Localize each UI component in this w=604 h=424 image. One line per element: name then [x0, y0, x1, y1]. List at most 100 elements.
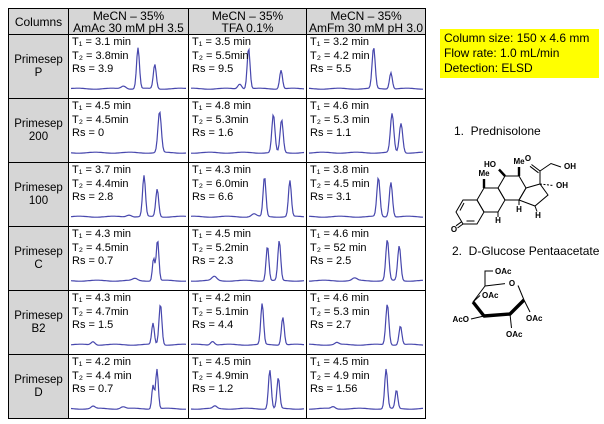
row-label-primesep-d: Primesep D [8, 354, 69, 419]
retention-line: T₂ = 5.3 min [310, 113, 370, 126]
chromatogram-trace [70, 304, 187, 346]
retention-line: Rs = 2.5 [310, 255, 352, 267]
table-row: Primesep C T₁ = 4.3 min T₂ = 4.5min Rs = 0.… [8, 226, 426, 291]
retention-data: T₁ = 4.6 min T₂ = 5.3 min Rs = 1.1 [310, 100, 370, 141]
condition-header-amac: MeCN – 35% AmAc 30 mM pH 3.5 [68, 8, 189, 35]
atom-label: HO [484, 160, 496, 169]
chromatogram-cell: T₁ = 4.5 min T₂ = 5.2min Rs = 2.3 [188, 226, 307, 291]
retention-data: T₁ = 3.1 min T₂ = 3.8min Rs = 3.9 [72, 36, 131, 77]
chromatogram-trace [308, 240, 423, 282]
chromatogram-cell: T₁ = 4.6 min T₂ = 5.3 min Rs = 2.7 [306, 290, 426, 355]
retention-line: Rs = 3.1 [310, 191, 352, 203]
row-label-text: Primesep C [14, 245, 63, 271]
chromatogram-trace [309, 368, 423, 410]
atom-label: OAc [482, 291, 499, 300]
retention-line: T₂ = 4.7min [72, 305, 129, 318]
condition-line1: MeCN – 35% [211, 8, 284, 23]
retention-line: Rs = 4.4 [192, 319, 234, 331]
retention-line: T₁ = 4.5 min [192, 228, 252, 240]
retention-data: T₁ = 4.3 min T₂ = 4.5min Rs = 0.7 [72, 228, 131, 269]
atom-label: O [525, 154, 531, 163]
table-row: Primesep B2 T₁ = 4.3 min T₂ = 4.7min Rs = 1… [8, 290, 426, 355]
retention-line: T₁ = 4.6 min [310, 292, 370, 304]
retention-data: T₁ = 3.2 min T₂ = 4.2 min Rs = 5.5 [310, 36, 370, 77]
chromatogram-trace [309, 176, 424, 218]
condition-line2: AmFm 30 mM pH 3.0 [308, 20, 424, 35]
retention-line: T₁ = 4.2 min [192, 292, 252, 304]
retention-line: T₁ = 3.7 min [72, 164, 132, 176]
corner-header-label: Columns [14, 14, 63, 29]
table-row: Primesep 100 T₁ = 3.7 min T₂ = 4.4min Rs = … [8, 162, 426, 227]
chromatogram-cell: T₁ = 4.6 min T₂ = 52 min Rs = 2.5 [306, 226, 426, 291]
chromatogram-cell: T₁ = 4.2 min T₂ = 5.1min Rs = 4.4 [188, 290, 307, 355]
retention-line: T₂ = 4.9min [192, 369, 249, 382]
atom-label: OH [556, 181, 568, 190]
chromatogram-trace [308, 113, 423, 154]
chromatogram-trace [190, 178, 305, 218]
retention-data: T₁ = 3.7 min T₂ = 4.4min Rs = 2.8 [72, 164, 131, 205]
retention-line: Rs = 6.6 [192, 191, 234, 203]
atom-label: OAc [506, 330, 523, 339]
retention-line: T₂ = 4.9 min [310, 369, 370, 382]
retention-line: T₁ = 3.8 min [310, 164, 370, 176]
retention-line: T₁ = 4.2 min [72, 356, 132, 368]
retention-data: T₁ = 4.5 min T₂ = 5.2min Rs = 2.3 [192, 228, 251, 269]
chromatogram-trace [70, 47, 186, 90]
chromatogram-trace [309, 304, 424, 346]
atom-label: H [495, 216, 501, 225]
retention-line: T₂ = 4.5min [72, 241, 129, 254]
condition-line2: TFA 0.1% [221, 20, 274, 35]
atom-label: Me [513, 157, 525, 166]
row-label-primesep-200: Primesep 200 [8, 98, 69, 163]
retention-line: Rs = 1.1 [310, 127, 352, 139]
chromatogram-cell: T₁ = 3.5 min T₂ = 5.5min Rs = 9.5 [188, 34, 307, 99]
retention-line: T₁ = 4.5 min [192, 356, 252, 368]
retention-data: T₁ = 4.6 min T₂ = 52 min Rs = 2.5 [310, 228, 369, 269]
retention-line: T₁ = 4.6 min [310, 100, 370, 112]
retention-line: T₂ = 4.5 min [310, 177, 370, 190]
retention-line: T₁ = 3.2 min [310, 36, 370, 48]
chromatogram-trace [190, 370, 305, 410]
chromatogram-cell: T₁ = 4.3 min T₂ = 4.7min Rs = 1.5 [68, 290, 189, 355]
header-row: Columns MeCN – 35% AmAc 30 mM pH 3.5 MeC… [8, 8, 426, 35]
retention-line: T₁ = 3.1 min [72, 36, 132, 48]
retention-data: T₁ = 3.5 min T₂ = 5.5min Rs = 9.5 [192, 36, 251, 77]
retention-line: Rs = 5.5 [310, 63, 352, 75]
glucose-bonds [470, 270, 531, 329]
retention-data: T₁ = 4.3 min T₂ = 4.7min Rs = 1.5 [72, 292, 131, 333]
row-label-text: Primesep B2 [14, 309, 63, 335]
table-body: Primesep P T₁ = 3.1 min T₂ = 3.8min Rs = 3.… [8, 34, 426, 419]
chromatogram-trace [190, 240, 305, 282]
retention-data: T₁ = 4.5 min T₂ = 4.5min Rs = 0 [72, 100, 131, 141]
table-row: Primesep 200 T₁ = 4.5 min T₂ = 4.5min Rs = … [8, 98, 426, 163]
retention-line: T₁ = 4.5 min [72, 100, 132, 112]
retention-line: T₁ = 4.5 min [310, 356, 370, 368]
chromatogram-trace [70, 175, 186, 218]
retention-line: Rs = 3.9 [72, 63, 114, 75]
row-label-text: Primesep P [14, 53, 63, 79]
chromatogram-cell: T₁ = 4.5 min T₂ = 4.9min Rs = 1.2 [188, 354, 307, 419]
condition-line1: MeCN – 35% [330, 8, 402, 23]
row-label-primesep-b2: Primesep B2 [8, 290, 69, 355]
retention-line: T₂ = 52 min [310, 241, 367, 254]
retention-line: T₁ = 4.6 min [310, 228, 370, 240]
results-table: Columns MeCN – 35% AmAc 30 mM pH 3.5 MeC… [8, 8, 426, 419]
retention-line: Rs = 2.8 [72, 191, 114, 203]
detection-line: Detection: ELSD [444, 61, 533, 75]
retention-line: T₂ = 5.3 min [310, 305, 370, 318]
row-label-primesep-p: Primesep P [8, 34, 69, 99]
row-label-primesep-c: Primesep C [8, 226, 69, 291]
prednisolone-label: 1. Prednisolone [454, 124, 541, 138]
retention-line: T₂ = 4.2 min [310, 49, 370, 62]
condition-header-amfm: MeCN – 35% AmFm 30 mM pH 3.0 [306, 8, 426, 35]
retention-line: Rs = 0.7 [72, 383, 114, 395]
chromatogram-cell: T₁ = 4.5 min T₂ = 4.9 min Rs = 1.56 [306, 354, 426, 419]
chromatogram-cell: T₁ = 4.6 min T₂ = 5.3 min Rs = 1.1 [306, 98, 426, 163]
chromatogram-cell: T₁ = 3.8 min T₂ = 4.5 min Rs = 3.1 [306, 162, 426, 227]
flow-rate-line: Flow rate: 1.0 mL/min [444, 46, 560, 60]
retention-line: Rs = 1.6 [192, 127, 234, 139]
chromatogram-trace [191, 113, 305, 154]
